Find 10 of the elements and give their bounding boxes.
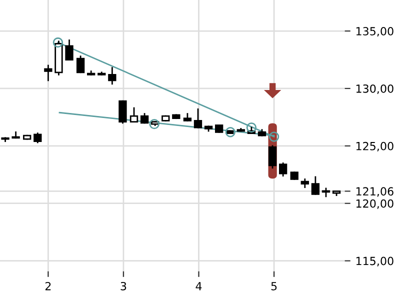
y-tick-label: 121,06: [356, 187, 394, 197]
y-tick-label: 130,00: [356, 84, 394, 94]
y-tick-label: 115,00: [356, 256, 394, 266]
x-tick-label: 3: [120, 282, 126, 290]
y-tick-label: 125,00: [356, 142, 394, 152]
y-tick-label: 120,00: [356, 199, 394, 209]
y-tick-label: 135,00: [356, 26, 394, 37]
x-tick-label: 4: [196, 282, 202, 290]
x-tick-label: 2: [45, 282, 51, 290]
x-tick-label: 5: [271, 282, 277, 290]
